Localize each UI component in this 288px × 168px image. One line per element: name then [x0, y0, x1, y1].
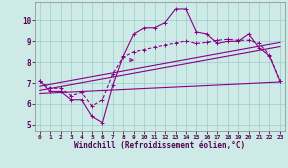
X-axis label: Windchill (Refroidissement éolien,°C): Windchill (Refroidissement éolien,°C) [74, 141, 245, 150]
